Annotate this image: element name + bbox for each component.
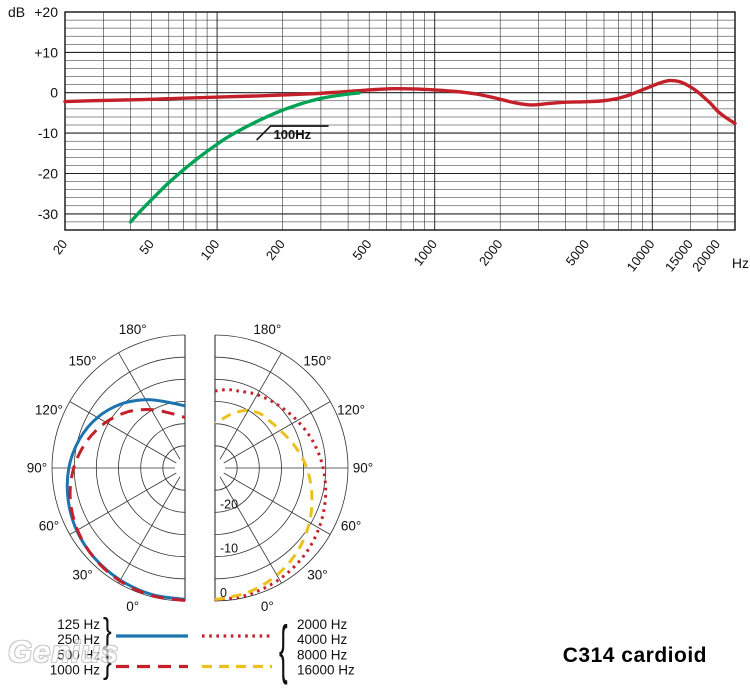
x-tick-label: 20000 bbox=[689, 237, 723, 275]
x-tick-label: 100 bbox=[197, 237, 222, 263]
low-cut-100hz-curve bbox=[128, 91, 361, 224]
polar-grid-left bbox=[51, 334, 186, 602]
response-curve bbox=[63, 78, 737, 126]
low-cut-filter-icon bbox=[256, 125, 329, 141]
angle-label: 150° bbox=[303, 354, 331, 369]
y-tick-label: +10 bbox=[34, 44, 58, 60]
x-tick-label: 200 bbox=[263, 237, 288, 263]
legend-brace: } bbox=[103, 612, 112, 650]
legend-label: 4000 Hz bbox=[297, 632, 348, 647]
angle-label: 90° bbox=[27, 461, 47, 476]
legend-label: 500 Hz bbox=[57, 648, 100, 663]
y-tick-label: 0 bbox=[50, 85, 58, 101]
low-cut-label: 100Hz bbox=[274, 127, 312, 142]
legend-label: 250 Hz bbox=[57, 632, 100, 647]
legend-brace: { bbox=[279, 613, 288, 685]
legend-label: 125 Hz bbox=[57, 617, 100, 632]
y-tick-label: -20 bbox=[38, 165, 58, 181]
legend-label: 8000 Hz bbox=[297, 648, 348, 663]
y-tick-label: -10 bbox=[38, 125, 58, 141]
x-tick-label: 50 bbox=[136, 237, 157, 258]
legend-label: 16000 Hz bbox=[297, 663, 355, 678]
freq-axis-labels: dB +20 +10 0 -10 -20 -30 20 50 100 200 500 1000 2000 5… bbox=[8, 4, 749, 274]
polar-curve-2000-4000hz bbox=[214, 388, 328, 602]
radial-db-label: -20 bbox=[220, 497, 238, 511]
polar-spoke bbox=[69, 401, 177, 464]
x-tick-label: 15000 bbox=[662, 237, 696, 275]
angle-label: 60° bbox=[341, 519, 361, 534]
angle-label: 30° bbox=[72, 567, 92, 582]
low-cut-annotation: 100Hz bbox=[256, 125, 329, 142]
angle-label: 150° bbox=[69, 354, 97, 369]
polar-spoke bbox=[118, 352, 181, 460]
x-tick-label: 20 bbox=[50, 237, 71, 258]
legend-label: 2000 Hz bbox=[297, 617, 348, 632]
polar-spoke bbox=[219, 476, 282, 584]
angle-label: 120° bbox=[337, 402, 365, 417]
x-tick-label: 500 bbox=[349, 237, 374, 263]
x-tick-label: 2000 bbox=[476, 237, 506, 269]
angle-label: 0° bbox=[126, 599, 139, 614]
angle-label: 0° bbox=[261, 599, 274, 614]
polar-grid-right bbox=[214, 334, 349, 602]
y-tick-label: -30 bbox=[38, 206, 58, 222]
polar-spoke bbox=[118, 476, 181, 584]
radial-db-label: -10 bbox=[220, 542, 238, 556]
angle-label: 120° bbox=[35, 402, 63, 417]
legend-label: 1000 Hz bbox=[50, 663, 101, 678]
y-axis-unit-label: dB bbox=[8, 4, 25, 20]
polar-curve-8000-16000hz bbox=[214, 408, 314, 602]
angle-label: 60° bbox=[39, 519, 59, 534]
freq-grid bbox=[65, 11, 735, 230]
freq-plot-frame bbox=[64, 11, 736, 231]
polar-pattern-chart: 0° 30° 60° 90° 120° 150° 180° 0° 30° 60° 90° 120° 15… bbox=[27, 322, 373, 686]
legend-brace: } bbox=[103, 643, 112, 681]
x-tick-label: 1000 bbox=[410, 237, 440, 269]
polar-spoke bbox=[223, 401, 331, 464]
frequency-response-chart: dB +20 +10 0 -10 -20 -30 20 50 100 200 500 1000 2000 5… bbox=[8, 4, 749, 274]
x-axis-unit-label: Hz bbox=[732, 255, 749, 271]
polar-curve-500-1000hz bbox=[68, 408, 186, 603]
angle-label: 90° bbox=[353, 461, 373, 476]
polar-spoke bbox=[69, 472, 177, 535]
polar-spoke bbox=[219, 352, 282, 460]
x-tick-label: 5000 bbox=[563, 237, 593, 269]
angle-label: 30° bbox=[307, 567, 327, 582]
x-tick-label: 10000 bbox=[624, 237, 658, 275]
radial-db-label: 0 bbox=[220, 586, 227, 600]
y-tick-label: +20 bbox=[34, 4, 58, 20]
polar-spoke bbox=[223, 472, 331, 535]
angle-label: 180° bbox=[253, 322, 281, 337]
angle-label: 180° bbox=[119, 322, 147, 337]
page-title: C314 cardioid bbox=[562, 644, 707, 667]
